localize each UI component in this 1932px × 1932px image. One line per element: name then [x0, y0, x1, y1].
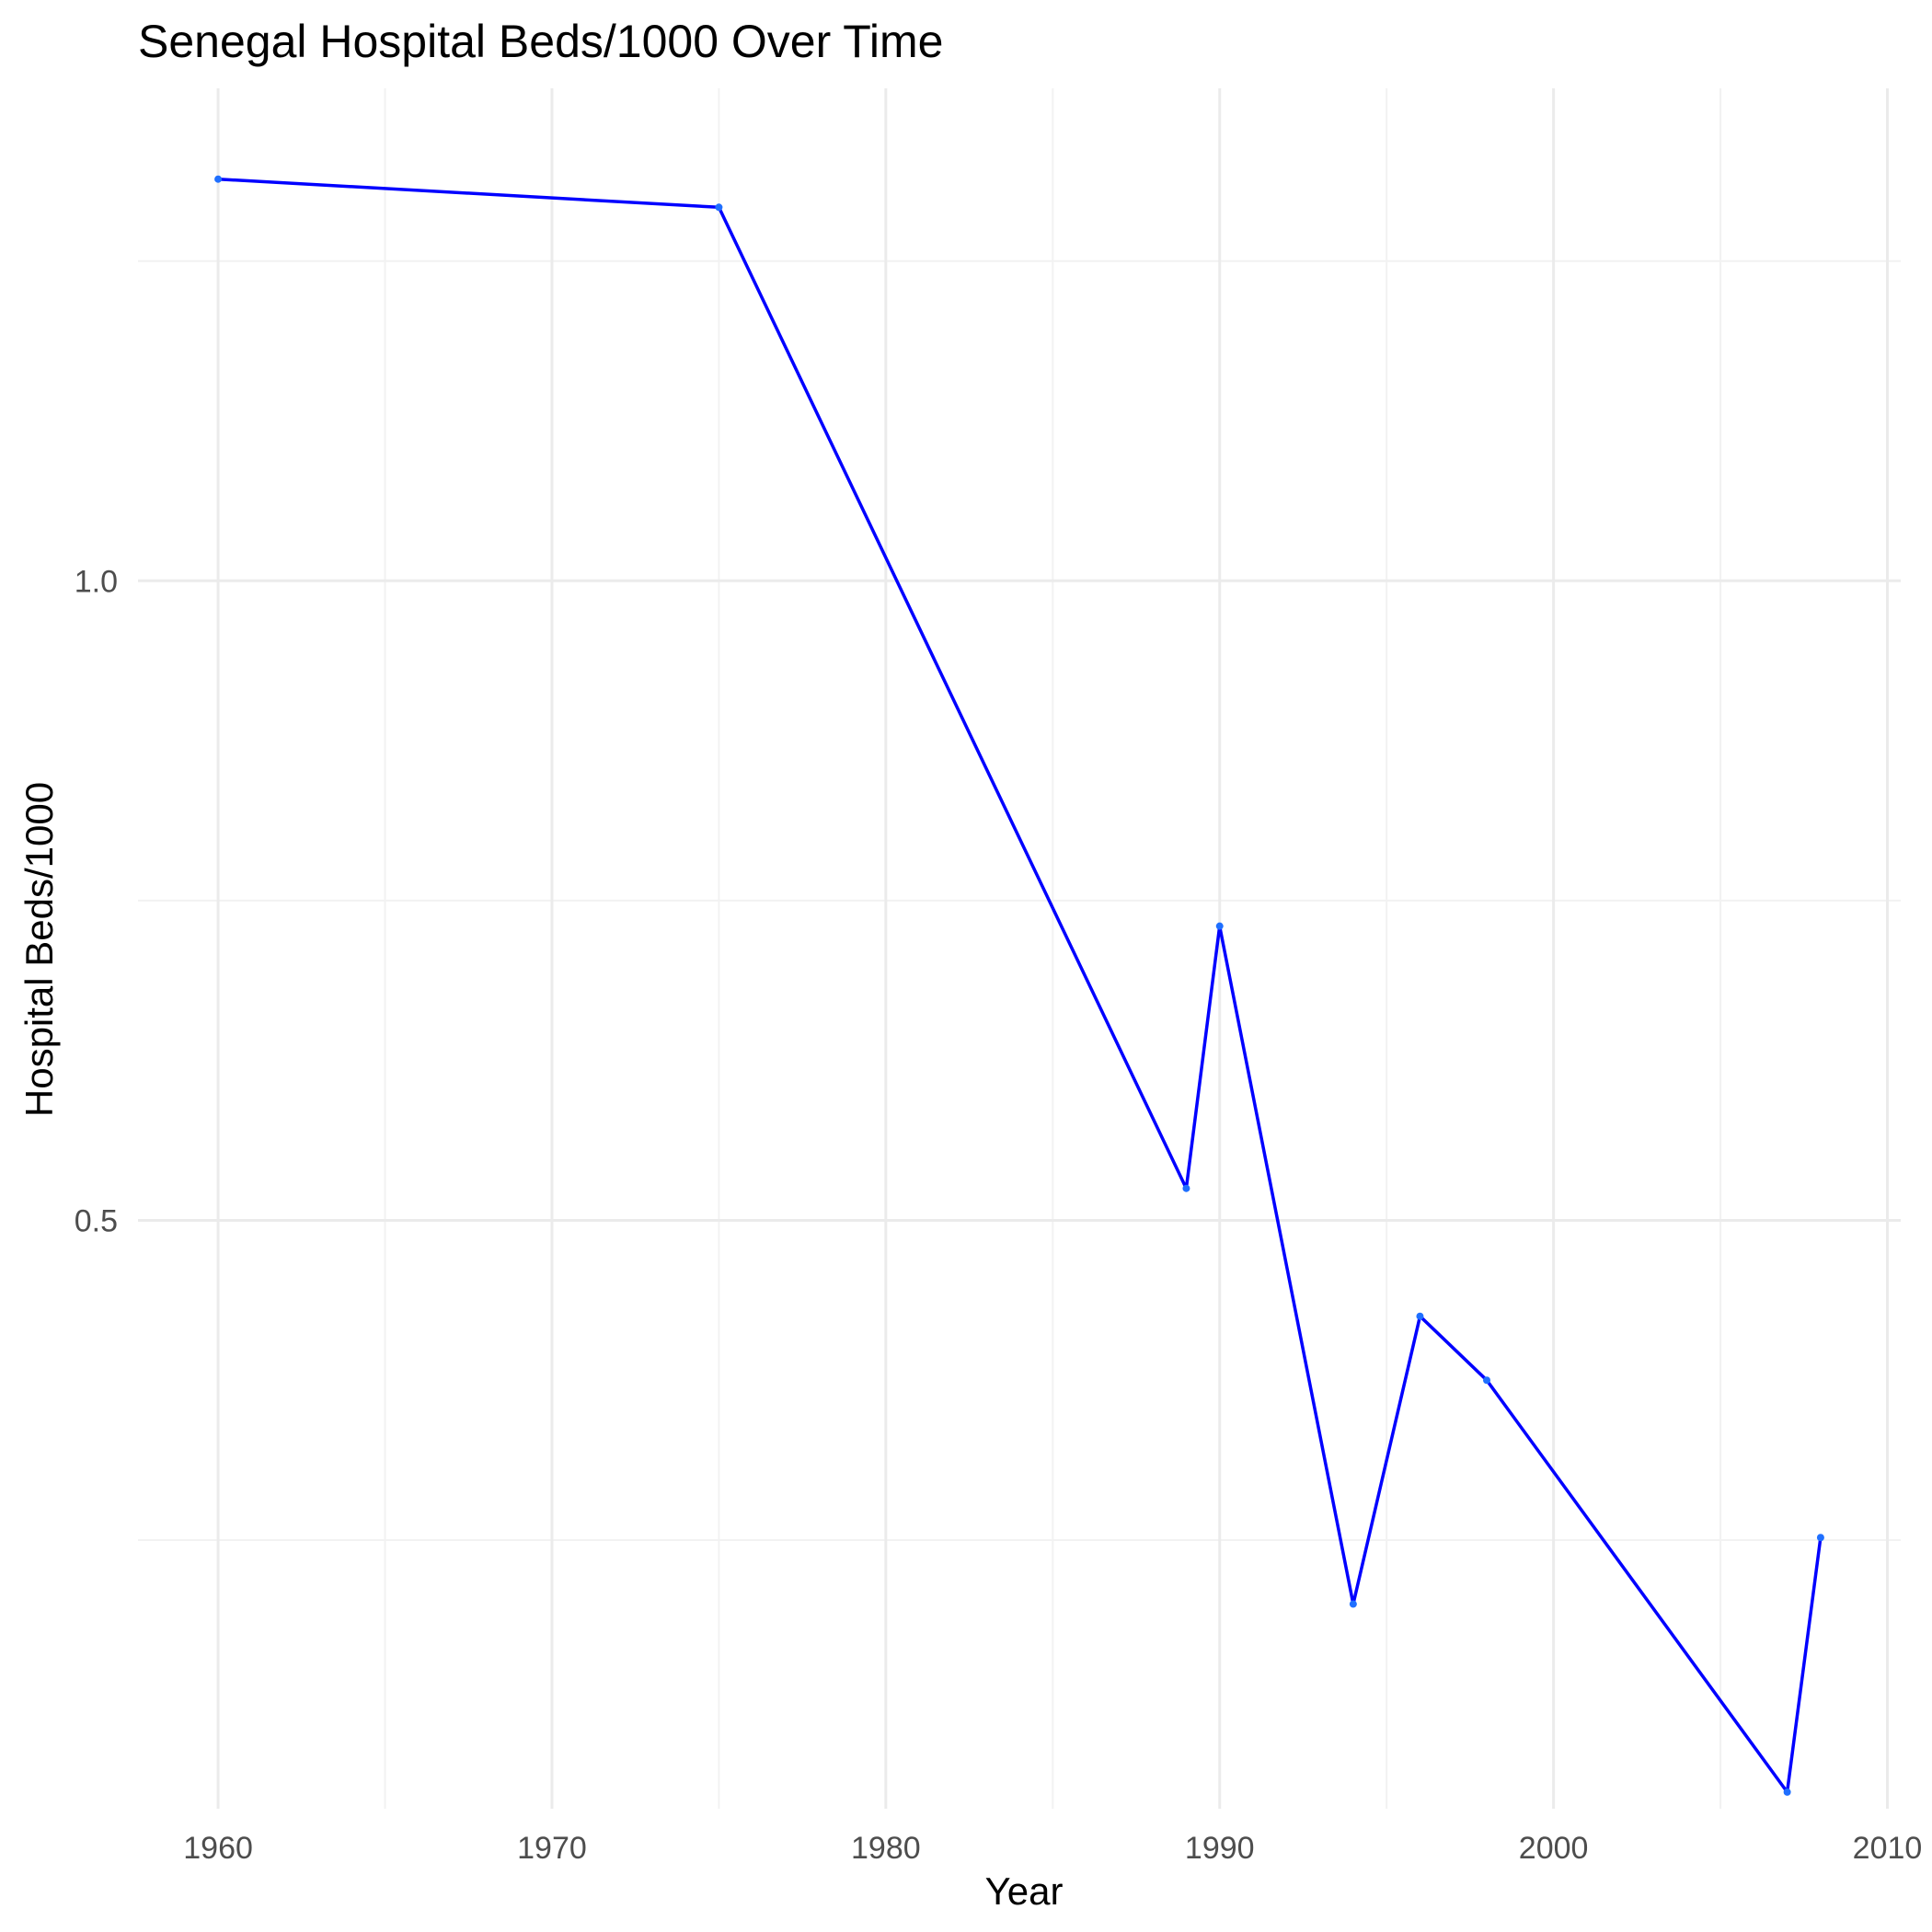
series-line — [218, 177, 1823, 1794]
data-point — [214, 175, 223, 183]
data-point — [1182, 1184, 1190, 1192]
x-tick-label: 1980 — [851, 1831, 921, 1866]
data-point — [1783, 1788, 1791, 1796]
data-point — [1816, 1534, 1824, 1542]
tick-labels: 1960 1970 1980 1990 2000 2010 0.5 1.0 — [75, 564, 1923, 1866]
grid — [138, 88, 1901, 1809]
data-point — [1349, 1600, 1357, 1608]
x-tick-label: 2000 — [1519, 1831, 1589, 1866]
x-tick-label: 1960 — [183, 1831, 253, 1866]
data-point — [715, 203, 723, 212]
x-tick-label: 2010 — [1853, 1831, 1923, 1866]
x-axis-title: Year — [985, 1869, 1064, 1913]
y-axis-title: Hospital Beds/1000 — [17, 782, 61, 1117]
data-point — [1416, 1312, 1424, 1320]
x-tick-label: 1970 — [517, 1831, 587, 1866]
x-tick-label: 1990 — [1185, 1831, 1255, 1866]
y-tick-label: 0.5 — [75, 1203, 118, 1238]
chart-title: Senegal Hospital Beds/1000 Over Time — [138, 16, 944, 67]
data-point — [1215, 922, 1224, 930]
data-point — [1483, 1376, 1491, 1385]
plot-area — [214, 175, 1824, 1796]
y-tick-label: 1.0 — [75, 564, 118, 599]
